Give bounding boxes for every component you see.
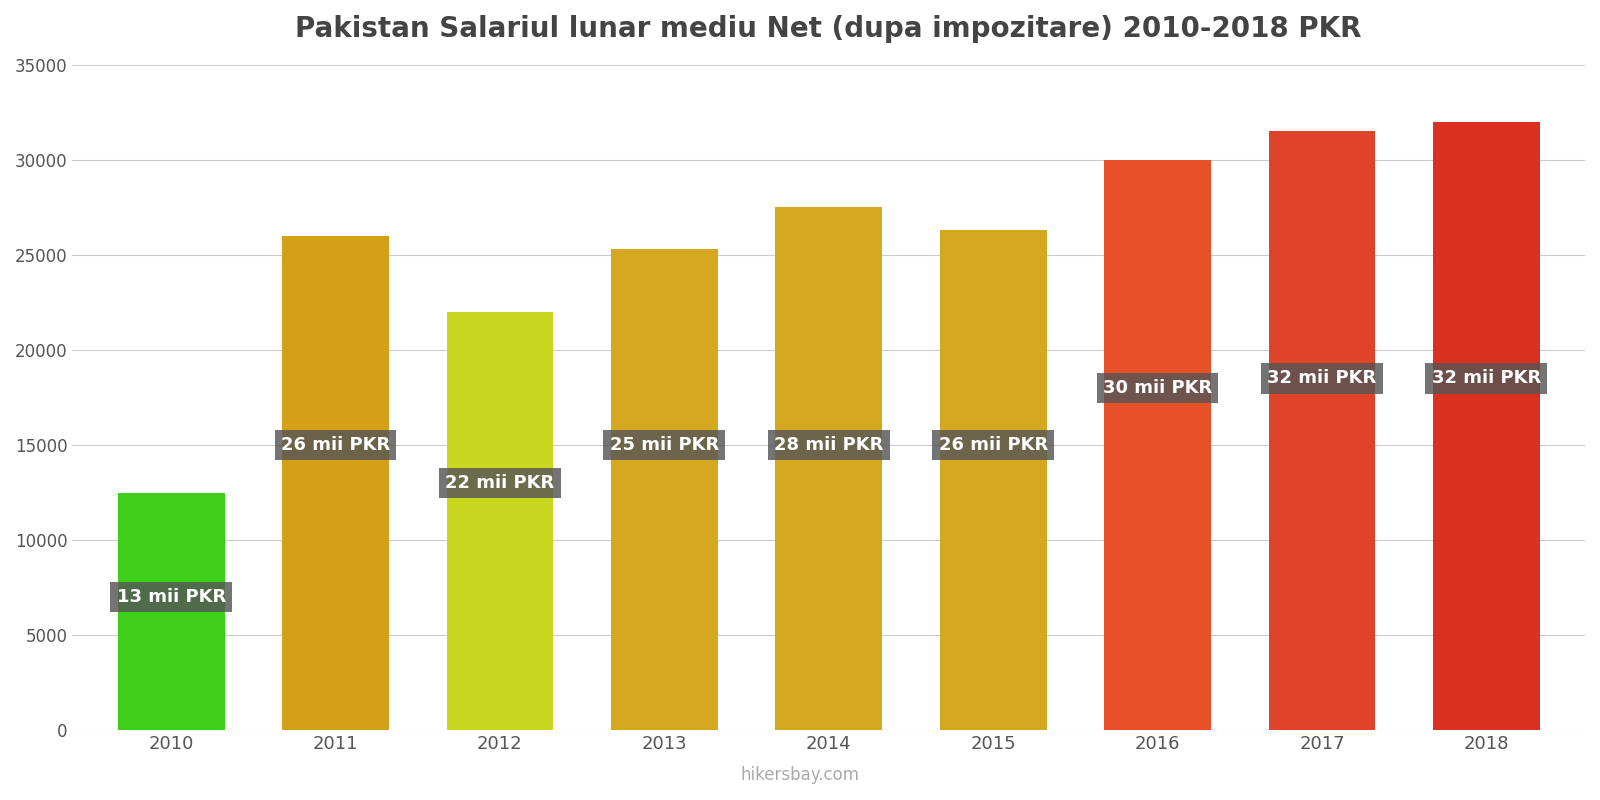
Text: 26 mii PKR: 26 mii PKR — [282, 436, 390, 454]
Bar — [282, 236, 389, 730]
Text: 32 mii PKR: 32 mii PKR — [1432, 370, 1541, 387]
Text: 32 mii PKR: 32 mii PKR — [1267, 370, 1376, 387]
Bar — [118, 493, 224, 730]
Bar — [939, 230, 1046, 730]
Bar — [611, 249, 718, 730]
Bar — [1269, 131, 1376, 730]
Text: 28 mii PKR: 28 mii PKR — [774, 436, 883, 454]
Text: 22 mii PKR: 22 mii PKR — [445, 474, 555, 492]
Text: hikersbay.com: hikersbay.com — [741, 766, 859, 784]
Title: Pakistan Salariul lunar mediu Net (dupa impozitare) 2010-2018 PKR: Pakistan Salariul lunar mediu Net (dupa … — [296, 15, 1362, 43]
Bar — [776, 207, 882, 730]
Text: 26 mii PKR: 26 mii PKR — [939, 436, 1048, 454]
Text: 13 mii PKR: 13 mii PKR — [117, 588, 226, 606]
Text: 30 mii PKR: 30 mii PKR — [1102, 379, 1213, 397]
Bar — [446, 312, 554, 730]
Bar — [1434, 122, 1539, 730]
Text: 25 mii PKR: 25 mii PKR — [610, 436, 718, 454]
Bar — [1104, 160, 1211, 730]
